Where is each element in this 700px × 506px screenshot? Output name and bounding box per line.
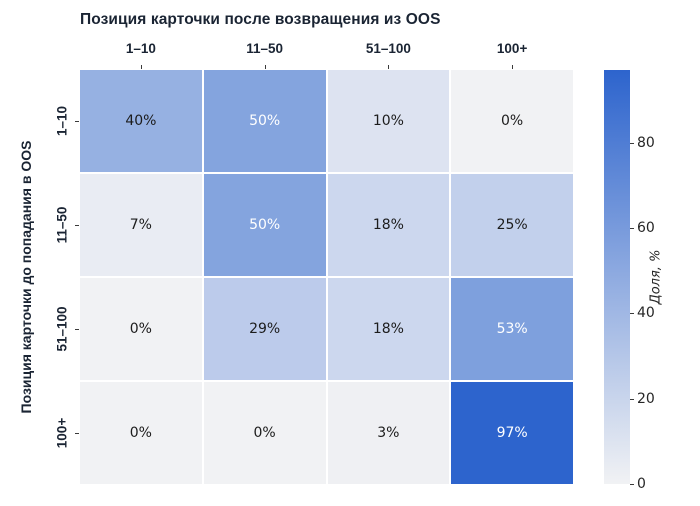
- y-tick-label: 1–10: [54, 105, 70, 137]
- y-tick-mark: [75, 329, 79, 330]
- y-tick-mark: [75, 121, 79, 122]
- x-tick-label: 11–50: [246, 41, 284, 56]
- y-tick-label: 51–100: [54, 306, 70, 352]
- colorbar-tick-mark: [630, 227, 634, 229]
- heatmap-cell: 7%: [80, 174, 202, 276]
- heatmap-cell: 40%: [80, 70, 202, 172]
- y-tick-mark: [75, 433, 79, 434]
- colorbar-tick-label: 80: [637, 134, 655, 151]
- heatmap-cell: 0%: [451, 70, 573, 172]
- heatmap-cell: 25%: [451, 174, 573, 276]
- colorbar-tick-label: 0: [637, 476, 646, 492]
- colorbar: [604, 70, 630, 484]
- x-tick-mark: [388, 65, 390, 69]
- heatmap-cell: 10%: [327, 70, 450, 172]
- heatmap-cell: 18%: [327, 278, 450, 380]
- colorbar-tick-label: 60: [637, 219, 655, 236]
- colorbar-tick-label: 40: [637, 305, 655, 322]
- heatmap-cell: 50%: [203, 174, 326, 276]
- colorbar-tick-mark: [630, 484, 634, 485]
- heatmap-cell: 50%: [203, 70, 326, 172]
- x-tick-mark: [512, 65, 514, 69]
- x-tick-label: 51–100: [365, 41, 411, 56]
- heatmap-cell: 0%: [80, 278, 202, 380]
- colorbar-tick-mark: [630, 313, 634, 315]
- y-tick-label: 100+: [54, 417, 70, 449]
- colorbar-label: Доля, %: [648, 249, 664, 305]
- heatmap-cell: 53%: [451, 278, 573, 380]
- colorbar-tick-label: 20: [637, 390, 655, 407]
- chart-title: Позиция карточки после возвращения из OO…: [80, 11, 441, 28]
- heatmap-cell: 3%: [327, 382, 450, 484]
- y-tick-label: 11–50: [54, 206, 70, 244]
- colorbar-tick-mark: [630, 398, 634, 400]
- x-tick-label: 1–10: [125, 41, 156, 56]
- heatmap-cell: 0%: [80, 382, 202, 484]
- heatmap-cell: 18%: [327, 174, 450, 276]
- heatmap-cell: 29%: [203, 278, 326, 380]
- x-tick-mark: [140, 65, 142, 69]
- heatmap-grid: 40% 50% 10% 0% 7% 50% 18% 25% 0% 29% 18% 53% 0% 0% 3% 9…: [80, 70, 573, 484]
- y-tick-mark: [75, 225, 79, 226]
- heatmap-cell: 0%: [203, 382, 326, 484]
- colorbar-tick-mark: [630, 142, 634, 144]
- x-tick-label: 100+: [496, 41, 528, 56]
- heatmap-cell: 97%: [451, 382, 573, 484]
- y-axis-label: Позиция карточки до попадания в OOS: [18, 140, 34, 414]
- x-tick-mark: [264, 65, 266, 69]
